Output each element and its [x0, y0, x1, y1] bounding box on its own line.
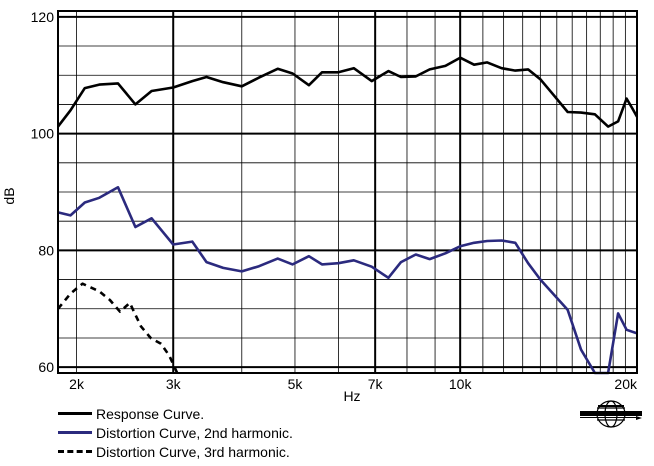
y-tick-label: 100	[31, 126, 55, 142]
globe-logo	[580, 400, 642, 428]
series-distortion-2nd-harmonic	[57, 186, 638, 375]
plot-frame	[57, 10, 638, 374]
grid	[58, 11, 637, 373]
legend-swatch-distortion-2nd	[58, 431, 92, 434]
legend-item-response: Response Curve.	[58, 404, 293, 423]
series-distortion-3rd-harmonic	[56, 282, 179, 374]
legend-label-distortion-3rd: Distortion Curve, 3rd harmonic.	[96, 443, 290, 460]
legend: Response Curve. Distortion Curve, 2nd ha…	[58, 404, 293, 461]
y-axis-label: dB	[1, 187, 17, 204]
legend-swatch-distortion-3rd	[58, 450, 92, 453]
x-tick-label: 3k	[166, 376, 182, 392]
y-tick-label: 80	[38, 242, 54, 258]
x-tick-label: 20k	[614, 376, 638, 392]
x-tick-labels: 2k 3k 5k 7k 10k 20k	[69, 376, 638, 392]
legend-item-distortion-3rd: Distortion Curve, 3rd harmonic.	[58, 442, 293, 461]
y-tick-label: 120	[31, 9, 55, 25]
legend-swatch-response	[58, 412, 92, 415]
legend-label-distortion-2nd: Distortion Curve, 2nd harmonic.	[96, 424, 293, 441]
x-tick-label: 5k	[288, 376, 304, 392]
x-tick-label: 10k	[449, 376, 473, 392]
y-tick-label: 60	[38, 359, 54, 375]
legend-label-response: Response Curve.	[96, 405, 205, 422]
y-tick-labels: 60 80 100 120	[31, 9, 55, 375]
x-tick-label: 7k	[368, 376, 384, 392]
x-tick-label: 2k	[69, 376, 85, 392]
series-layer	[56, 56, 639, 375]
series-response-curve	[56, 56, 639, 128]
x-axis-label: Hz	[343, 388, 360, 404]
legend-item-distortion-2nd: Distortion Curve, 2nd harmonic.	[58, 423, 293, 442]
